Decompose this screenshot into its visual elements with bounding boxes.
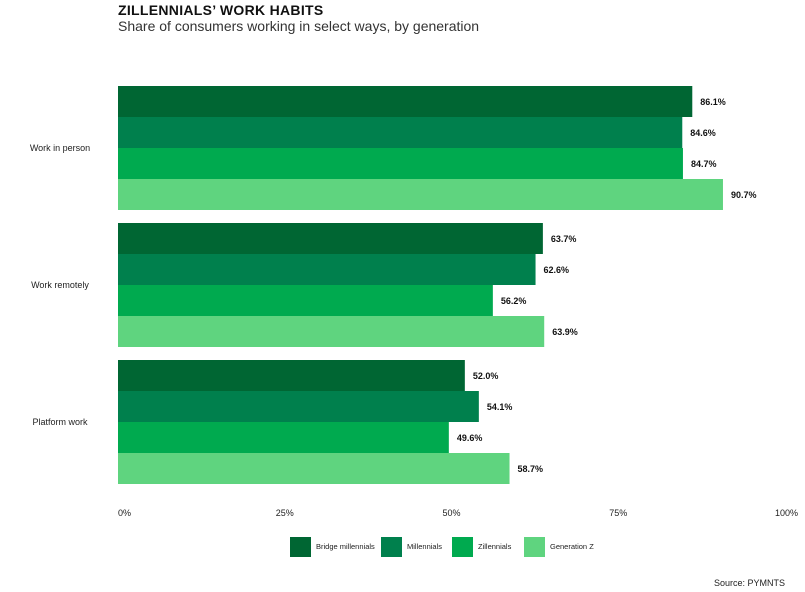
bar (118, 117, 683, 148)
legend-label: Bridge millennials (316, 542, 375, 551)
legend-swatch (290, 537, 311, 557)
x-tick-label: 75% (609, 508, 627, 518)
bar (118, 391, 479, 422)
category-label: Work remotely (31, 280, 89, 290)
bar (118, 179, 723, 210)
bar (118, 86, 693, 117)
data-label: 54.1% (487, 402, 513, 412)
data-label: 49.6% (457, 433, 483, 443)
legend-swatch (524, 537, 545, 557)
data-label: 63.7% (551, 234, 577, 244)
data-label: 84.7% (691, 159, 717, 169)
bar (118, 254, 536, 285)
x-tick-label: 100% (775, 508, 798, 518)
data-label: 90.7% (731, 190, 757, 200)
category-label: Work in person (30, 143, 90, 153)
data-label: 62.6% (544, 265, 570, 275)
data-label: 86.1% (700, 97, 726, 107)
x-tick-label: 50% (442, 508, 460, 518)
category-label: Platform work (32, 417, 88, 427)
data-label: 58.7% (518, 464, 544, 474)
chart-subtitle: Share of consumers working in select way… (118, 18, 480, 34)
data-label: 56.2% (501, 296, 527, 306)
x-tick-label: 0% (118, 508, 131, 518)
bar (118, 360, 465, 391)
data-label: 52.0% (473, 371, 499, 381)
legend-swatch (381, 537, 402, 557)
bar (118, 223, 543, 254)
bar (118, 453, 510, 484)
chart-title: ZILLENNIALS’ WORK HABITS (118, 2, 324, 18)
legend-label: Millennials (407, 542, 442, 551)
bar (118, 148, 683, 179)
legend-swatch (452, 537, 473, 557)
data-label: 84.6% (690, 128, 716, 138)
legend-label: Zillennials (478, 542, 512, 551)
source-note: Source: PYMNTS (713, 578, 785, 588)
x-tick-label: 25% (276, 508, 294, 518)
data-label: 63.9% (552, 327, 578, 337)
legend-label: Generation Z (550, 542, 594, 551)
bar (118, 285, 493, 316)
bar (118, 422, 449, 453)
bar (118, 316, 545, 347)
